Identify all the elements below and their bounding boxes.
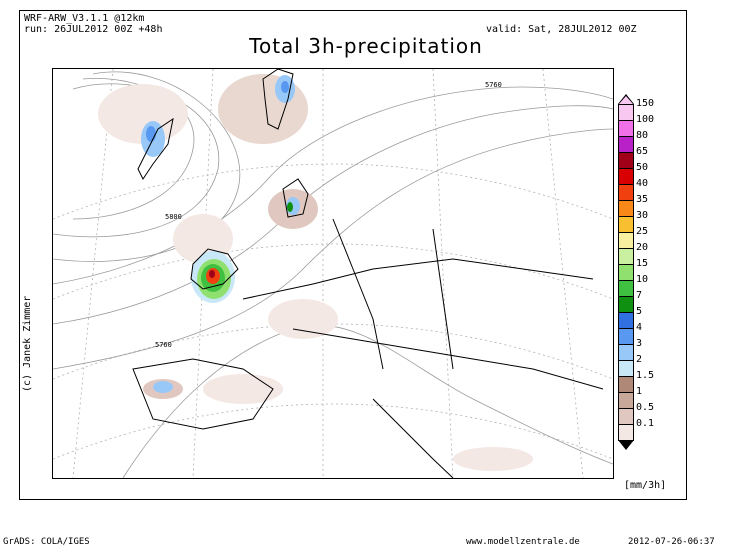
legend-swatch (618, 104, 634, 121)
footer-left: GrADS: COLA/IGES (3, 537, 90, 547)
legend-swatch (618, 120, 634, 137)
legend-label: 65 (636, 146, 649, 157)
legend-label: 1.5 (636, 370, 655, 381)
legend-label: 40 (636, 178, 649, 189)
legend-label: 5 (636, 306, 643, 317)
legend-swatch (618, 360, 634, 377)
legend-swatch (618, 408, 634, 425)
legend-swatch (618, 376, 634, 393)
legend-swatch (618, 232, 634, 249)
graticule (53, 69, 613, 478)
legend-swatch (618, 392, 634, 409)
legend-unit: [mm/3h] (624, 480, 667, 491)
map-canvas (53, 69, 613, 478)
legend-label: 15 (636, 258, 649, 269)
legend-label: 20 (636, 242, 649, 253)
contour-label: 5760 (485, 81, 502, 89)
legend-label: 25 (636, 226, 649, 237)
legend-arrow-bottom (618, 440, 634, 450)
contour-label: 5800 (165, 213, 182, 221)
legend-label: 100 (636, 114, 655, 125)
legend-swatch (618, 200, 634, 217)
legend-label: 2 (636, 354, 643, 365)
legend-swatch (618, 184, 634, 201)
legend-swatch (618, 296, 634, 313)
legend-swatch (618, 248, 634, 265)
precipitation-map: 5760 5800 5760 (52, 68, 614, 479)
legend-swatch (618, 328, 634, 345)
legend-swatch (618, 344, 634, 361)
legend-label: 3 (636, 338, 643, 349)
credit-label: (c) Janek Zimmer (22, 295, 33, 392)
model-label: WRF-ARW_V3.1.1 @12km (24, 13, 145, 24)
legend-label: 0.1 (636, 418, 655, 429)
legend-swatch (618, 312, 634, 329)
map-title: Total 3h-precipitation (249, 34, 483, 58)
contour-label: 5760 (155, 341, 172, 349)
legend-label: 30 (636, 210, 649, 221)
legend-label: 35 (636, 194, 649, 205)
legend-label: 80 (636, 130, 649, 141)
legend-label: 0.5 (636, 402, 655, 413)
legend-label: 4 (636, 322, 643, 333)
legend-swatch (618, 168, 634, 185)
legend-swatch (618, 424, 634, 441)
run-label: run: 26JUL2012 00Z +48h (24, 24, 163, 35)
plot-frame (19, 10, 687, 500)
coastlines (132, 69, 604, 478)
legend-swatch (618, 264, 634, 281)
legend-swatch (618, 152, 634, 169)
legend-swatch (618, 280, 634, 297)
legend-label: 50 (636, 162, 649, 173)
legend-label: 1 (636, 386, 643, 397)
footer-center: www.modellzentrale.de (466, 537, 580, 547)
legend-swatch (618, 136, 634, 153)
legend-arrow-top (618, 94, 634, 104)
color-legend: 150 100 80 65 50 40 35 30 25 20 15 10 7 5 4 3 2 1.5 1 0.5 0.… (617, 94, 677, 450)
footer-right: 2012-07-26-06:37 (628, 537, 715, 547)
legend-label: 7 (636, 290, 643, 301)
legend-label: 150 (636, 98, 655, 109)
legend-label: 10 (636, 274, 649, 285)
legend-swatch (618, 216, 634, 233)
precipitation-areas (98, 74, 533, 471)
valid-label: valid: Sat, 28JUL2012 00Z (486, 24, 637, 35)
